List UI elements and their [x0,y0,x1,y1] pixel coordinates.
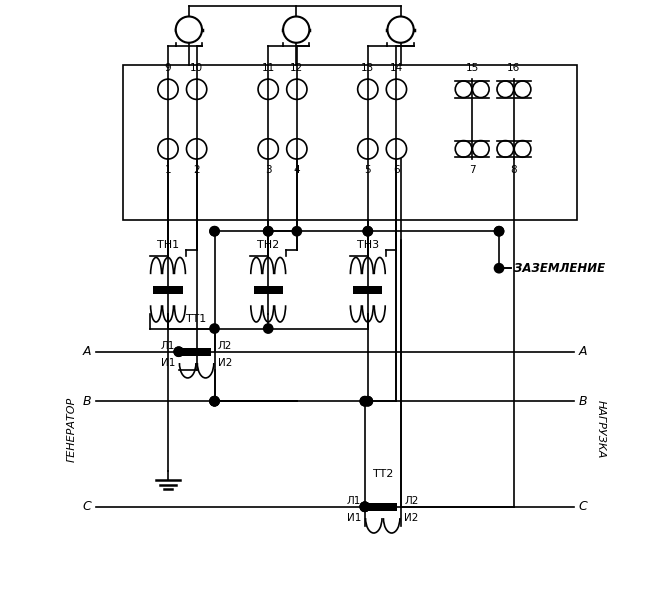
Circle shape [515,141,531,157]
Text: И2: И2 [218,358,232,368]
Text: A: A [83,345,92,358]
Circle shape [209,323,220,334]
Circle shape [359,396,371,406]
Text: 15: 15 [466,63,479,73]
Text: 9: 9 [165,63,172,73]
Text: TH1: TH1 [157,240,179,250]
Circle shape [263,226,273,237]
Text: 7: 7 [469,165,476,175]
Text: 5: 5 [364,165,371,175]
Bar [368,503,397,510]
Circle shape [287,79,307,99]
Circle shape [186,79,207,99]
Circle shape [258,139,278,159]
Text: C: C [83,500,92,514]
Text: TH2: TH2 [257,240,279,250]
Text: 10: 10 [190,63,203,73]
Circle shape [176,16,202,43]
Circle shape [455,81,472,98]
Text: 3: 3 [265,165,271,175]
Bar [253,286,283,294]
Circle shape [515,81,531,98]
Circle shape [362,396,373,406]
Text: 6: 6 [393,165,400,175]
Bar [353,286,383,294]
Text: НАГРУЗКА: НАГРУЗКА [596,400,606,459]
Text: TT2: TT2 [373,469,393,479]
Circle shape [494,263,505,273]
Text: 12: 12 [290,63,304,73]
Text: B: B [83,395,92,408]
Text: 14: 14 [390,63,403,73]
Text: И1: И1 [161,358,175,368]
Circle shape [174,346,184,357]
Circle shape [287,139,307,159]
Text: 1: 1 [165,165,172,175]
Circle shape [359,396,371,406]
Circle shape [174,346,184,357]
Text: ЗАЗЕМЛЕНИЕ: ЗАЗЕМЛЕНИЕ [514,262,605,275]
Text: 16: 16 [507,63,521,73]
Text: Л2: Л2 [404,496,419,506]
Circle shape [387,79,407,99]
Text: TH3: TH3 [356,240,379,250]
Text: A: A [578,345,587,358]
Circle shape [158,79,178,99]
Text: Л2: Л2 [218,341,232,351]
Circle shape [209,396,220,406]
Circle shape [472,81,489,98]
Circle shape [455,141,472,157]
Circle shape [387,139,407,159]
Circle shape [209,396,220,406]
Text: Л1: Л1 [347,496,361,506]
Circle shape [497,81,514,98]
Circle shape [209,226,220,237]
Circle shape [291,226,302,237]
Circle shape [362,226,373,237]
Circle shape [494,226,505,237]
Text: B: B [578,395,587,408]
Text: 8: 8 [511,165,517,175]
Circle shape [209,396,220,406]
Circle shape [358,79,378,99]
Circle shape [362,226,373,237]
Text: C: C [578,500,587,514]
Circle shape [472,141,489,157]
Bar [153,286,183,294]
Text: 4: 4 [293,165,300,175]
Circle shape [359,501,371,512]
Text: TT1: TT1 [186,314,207,324]
Text: Л1: Л1 [161,341,175,351]
Text: И2: И2 [404,513,419,523]
Text: 11: 11 [261,63,275,73]
Circle shape [209,226,220,237]
Circle shape [358,139,378,159]
Text: 2: 2 [194,165,200,175]
Circle shape [283,16,310,43]
Bar [182,348,211,356]
Text: ГЕНЕРАТОР: ГЕНЕРАТОР [66,397,76,462]
Circle shape [359,501,371,512]
Circle shape [359,501,371,512]
Circle shape [387,16,414,43]
Bar [123,66,577,220]
Circle shape [497,141,514,157]
Circle shape [494,226,505,237]
Text: 13: 13 [361,63,375,73]
Circle shape [362,396,373,406]
Circle shape [263,226,273,237]
Circle shape [263,323,273,334]
Text: И1: И1 [347,513,361,523]
Circle shape [158,139,178,159]
Circle shape [186,139,207,159]
Circle shape [258,79,278,99]
